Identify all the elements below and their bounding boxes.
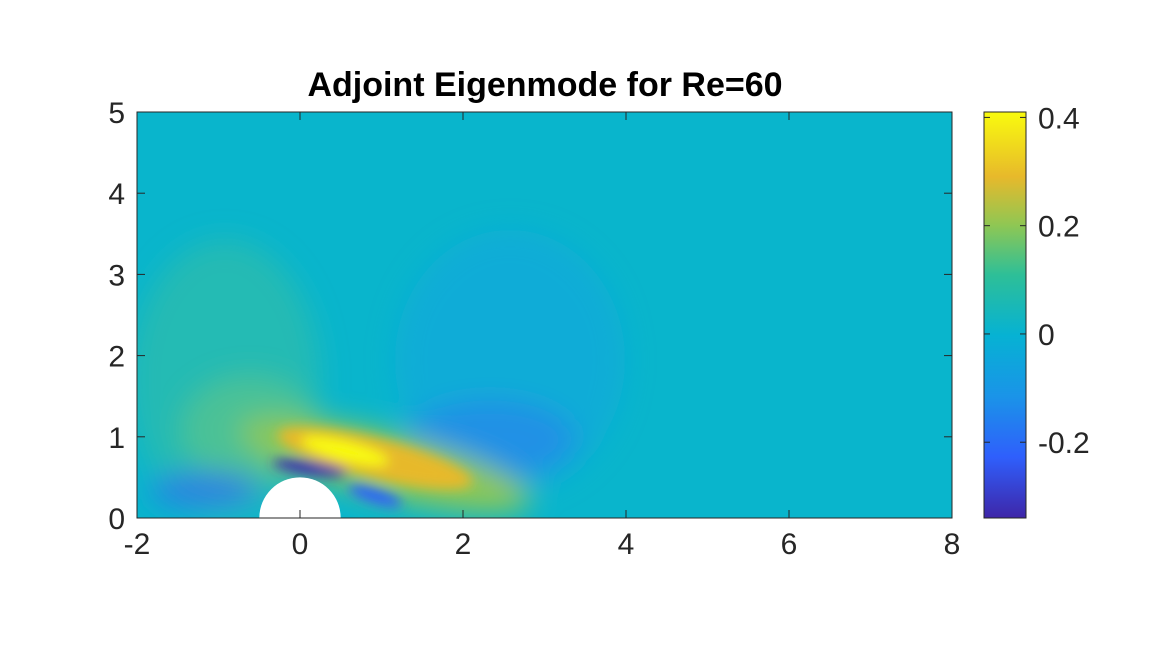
- axes-frame: [136, 111, 953, 519]
- colorbar-gradient: [983, 111, 1027, 519]
- cylinder-obstacle: [259, 477, 341, 518]
- x-tick-label: 2: [455, 528, 472, 561]
- x-tick-label: -2: [124, 528, 151, 561]
- x-tick-label: 0: [292, 528, 309, 561]
- x-tick-label: 8: [944, 528, 961, 561]
- y-tick-label: 2: [108, 341, 125, 374]
- chart-title: Adjoint Eigenmode for Re=60: [307, 66, 782, 104]
- colorbar-tick-label: 0.4: [1038, 102, 1080, 135]
- y-tick-label: 0: [108, 503, 125, 536]
- colorbar-tick-label: 0: [1038, 319, 1055, 352]
- y-axis: 0 1 2 3 4 5: [108, 97, 952, 536]
- plot-area: [137, 112, 952, 518]
- negative-band-tail: [348, 485, 402, 507]
- axes-box: [136, 111, 953, 519]
- colorbar: -0.2 0 0.2 0.4: [983, 102, 1090, 519]
- negative-band-left: [150, 472, 260, 508]
- y-tick-label: 4: [108, 178, 125, 211]
- negative-band-core: [272, 459, 348, 477]
- y-tick-label: 5: [108, 97, 125, 130]
- x-tick-label: 6: [781, 528, 798, 561]
- x-axis: -2 0 2 4 6 8: [124, 112, 961, 561]
- y-tick-label: 1: [108, 422, 125, 455]
- field-core-features: [272, 426, 473, 507]
- y-tick-label: 3: [108, 259, 125, 292]
- x-tick-label: 4: [618, 528, 635, 561]
- colorbar-tick-label: -0.2: [1038, 427, 1090, 460]
- colorbar-tick-label: 0.2: [1038, 211, 1080, 244]
- positive-lobe-peak: [301, 436, 389, 466]
